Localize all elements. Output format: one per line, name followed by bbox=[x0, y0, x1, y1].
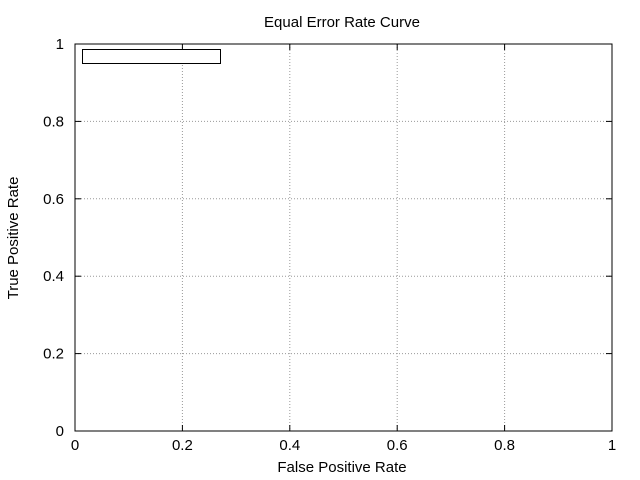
y-tick-label: 0.2 bbox=[43, 346, 64, 363]
x-tick-label: 0.6 bbox=[387, 437, 408, 454]
x-tick-label: 0 bbox=[71, 437, 79, 454]
y-tick-label: 0.6 bbox=[43, 191, 64, 208]
y-tick-label: 0.4 bbox=[43, 268, 64, 285]
axis-ticks bbox=[74, 43, 613, 432]
plot-frame bbox=[74, 43, 613, 432]
y-axis-label: True Positive Rate bbox=[5, 177, 22, 300]
x-axis-label: False Positive Rate bbox=[277, 459, 406, 476]
x-tick-labels: 0 0.2 0.4 0.6 0.8 1 bbox=[71, 437, 616, 454]
legend-box bbox=[82, 49, 221, 64]
chart-title: Equal Error Rate Curve bbox=[264, 14, 420, 31]
x-tick-label: 0.4 bbox=[279, 437, 300, 454]
y-tick-label: 0.8 bbox=[43, 113, 64, 130]
y-tick-label: 0 bbox=[56, 423, 64, 440]
x-tick-label: 0.2 bbox=[172, 437, 193, 454]
y-tick-labels: 0 0.2 0.4 0.6 0.8 1 bbox=[43, 36, 64, 440]
x-tick-label: 0.8 bbox=[494, 437, 515, 454]
grid-lines bbox=[75, 44, 612, 431]
y-tick-label: 1 bbox=[56, 36, 64, 53]
x-tick-label: 1 bbox=[608, 437, 616, 454]
